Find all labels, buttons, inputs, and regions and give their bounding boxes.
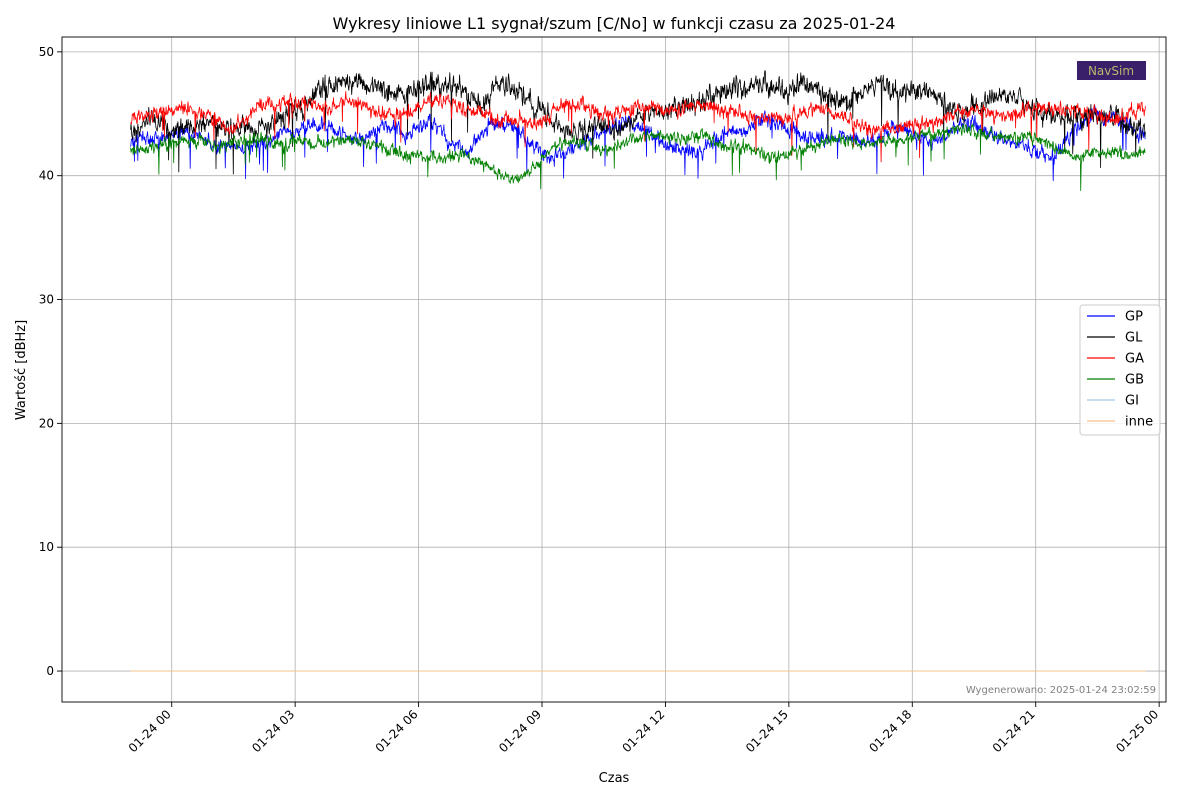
y-tick-label: 30 <box>39 293 54 307</box>
legend-label-inne: inne <box>1125 415 1153 430</box>
series-line-gb <box>130 123 1146 191</box>
navsim-logo: NavSim <box>1077 61 1146 80</box>
legend-label-ga: GA <box>1125 352 1144 367</box>
legend: GP GL GA GB GI inne <box>1079 304 1161 436</box>
legend-label-gp: GP <box>1125 310 1143 325</box>
series-line-gp <box>130 104 1146 182</box>
legend-label-gi: GI <box>1125 394 1139 409</box>
navsim-logo-text: NavSim <box>1088 64 1134 78</box>
y-tick-label: 40 <box>39 169 54 183</box>
y-tick-label: 10 <box>39 540 54 554</box>
y-tick-label: 0 <box>46 664 54 678</box>
y-tick-label: 50 <box>39 45 54 59</box>
series-lines <box>130 70 1146 672</box>
series-line-ga <box>130 91 1146 163</box>
chart-title: Wykresy liniowe L1 sygnał/szum [C/No] w … <box>333 14 896 33</box>
plot-frame <box>61 36 1167 703</box>
y-axis-label: Wartość [dBHz] <box>14 320 29 420</box>
y-axis: 0 10 20 30 40 50 <box>39 45 62 678</box>
x-axis-label: Czas <box>599 771 630 786</box>
generated-timestamp: Wygenerowano: 2025-01-24 23:02:59 <box>966 685 1156 696</box>
y-tick-label: 20 <box>39 416 54 430</box>
legend-label-gb: GB <box>1125 373 1144 388</box>
legend-label-gl: GL <box>1125 331 1143 346</box>
